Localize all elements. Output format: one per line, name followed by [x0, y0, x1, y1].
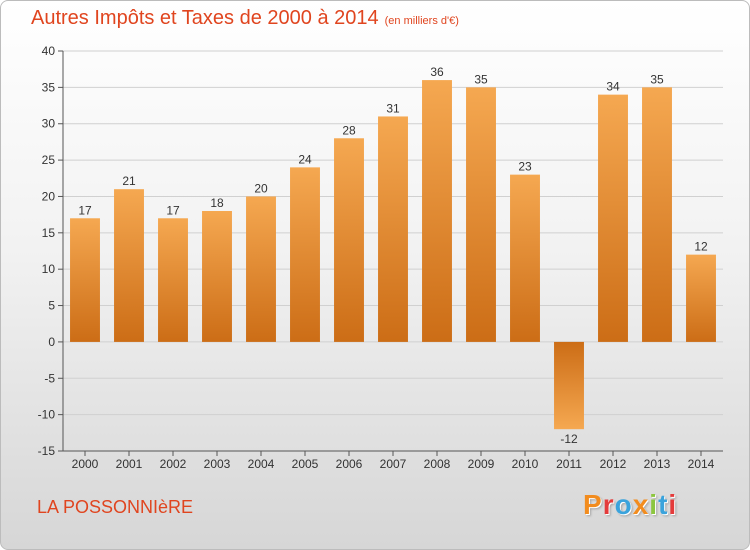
x-tick-label: 2013 [644, 457, 671, 471]
x-tick-label: 2012 [600, 457, 627, 471]
bar-2009 [466, 87, 496, 342]
data-label-2012: 34 [606, 80, 620, 94]
y-tick-label: 10 [42, 262, 56, 276]
title-unit: (en milliers d'€) [384, 15, 459, 27]
brand-letter: x [632, 489, 650, 520]
brand-letter: o [614, 489, 633, 520]
x-tick-label: 2010 [512, 457, 539, 471]
data-label-2008: 36 [430, 65, 444, 79]
brand-logo: Proxiti [583, 489, 677, 521]
data-label-2014: 12 [694, 240, 708, 254]
bars [70, 80, 716, 430]
bar-2001 [114, 189, 144, 342]
x-tick-label: 2007 [380, 457, 407, 471]
data-label-2013: 35 [650, 72, 664, 86]
data-label-2007: 31 [386, 101, 400, 115]
x-tick-label: 2009 [468, 457, 495, 471]
bar-2002 [158, 218, 188, 342]
x-tick-label: 2001 [116, 457, 143, 471]
x-tick-label: 2008 [424, 457, 451, 471]
data-label-2001: 21 [122, 174, 136, 188]
y-tick-label: -10 [38, 408, 56, 422]
y-tick-label: 35 [42, 80, 56, 94]
bar-2000 [70, 218, 100, 342]
y-tick-label: -15 [38, 444, 56, 458]
brand-letter: i [668, 489, 678, 520]
x-tick-label: 2004 [248, 457, 275, 471]
brand-letter: i [649, 489, 659, 520]
data-label-2005: 24 [298, 152, 312, 166]
data-labels: 17 21 17 18 20 24 28 31 36 35 23 -12 34 35 12 [78, 65, 708, 446]
bar-2008 [422, 80, 452, 342]
y-tick-label: -5 [44, 371, 55, 385]
bar-2004 [246, 196, 276, 342]
data-label-2004: 20 [254, 181, 268, 195]
data-label-2003: 18 [210, 196, 224, 210]
data-label-2006: 28 [342, 123, 356, 137]
data-label-2000: 17 [78, 203, 92, 217]
x-tick-label: 2006 [336, 457, 363, 471]
y-tick-label: 0 [48, 335, 55, 349]
bar-2005 [290, 167, 320, 342]
brand-letter: r [602, 489, 615, 520]
bar-2006 [334, 138, 364, 342]
title-main: Autres Impôts et Taxes de 2000 à 2014 [31, 7, 379, 29]
bar-2013 [642, 87, 672, 342]
x-tick-label: 2014 [688, 457, 715, 471]
x-tick-label: 2000 [72, 457, 99, 471]
data-label-2002: 17 [166, 203, 180, 217]
x-tick-label: 2005 [292, 457, 319, 471]
data-label-2009: 35 [474, 72, 488, 86]
x-tick-label: 2002 [160, 457, 187, 471]
data-label-2010: 23 [518, 160, 532, 174]
x-tick-label: 2003 [204, 457, 231, 471]
y-tick-label: 30 [42, 117, 56, 131]
bar-2012 [598, 94, 628, 342]
y-tick-label: 25 [42, 153, 56, 167]
bar-2003 [202, 211, 232, 342]
y-tick-label: 20 [42, 189, 56, 203]
axes: -15 -10 -5 0 5 10 15 20 25 30 35 40 2000 2001 2002 2003… [38, 44, 723, 471]
brand-letter: P [583, 489, 603, 520]
x-tick-label: 2011 [556, 457, 582, 471]
bar-2014 [686, 254, 716, 342]
bar-2011 [554, 341, 584, 430]
y-tick-label: 40 [42, 44, 56, 58]
y-tick-label: 15 [42, 226, 56, 240]
bar-2010 [510, 174, 540, 342]
y-tick-label: 5 [48, 299, 55, 313]
chart-title: Autres Impôts et Taxes de 2000 à 2014 (en… [31, 7, 459, 30]
data-label-2011: -12 [560, 432, 578, 446]
place-name: LA POSSONNIèRE [37, 497, 194, 517]
brand-letter: t [658, 489, 669, 520]
bar-2007 [378, 116, 408, 342]
